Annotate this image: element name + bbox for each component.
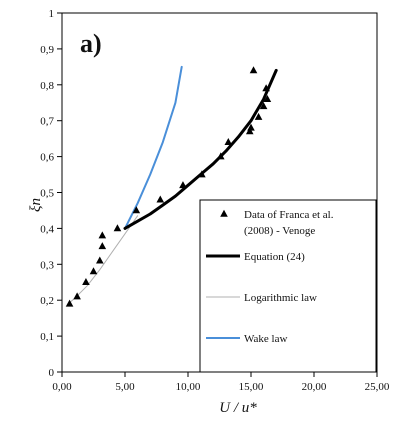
y-tick-label: 0,4 <box>40 223 54 235</box>
x-tick-label: 20,00 <box>302 381 327 393</box>
data-point <box>98 231 107 239</box>
legend-label: Data of Franca et al. <box>244 209 334 221</box>
data-point <box>98 242 107 250</box>
y-tick-label: 0,9 <box>40 44 54 56</box>
data-point <box>89 267 98 275</box>
data-point <box>179 181 187 189</box>
y-tick-label: 1 <box>49 8 55 20</box>
legend-label: Equation (24) <box>244 251 305 263</box>
data-point <box>247 123 255 131</box>
series-line-3 <box>124 65 183 230</box>
y-tick-label: 0,7 <box>40 116 54 128</box>
y-axis-title: ξn <box>28 198 44 212</box>
y-tick-label: 0,6 <box>40 152 54 164</box>
data-point <box>65 299 74 307</box>
x-tick-label: 15,00 <box>239 381 264 393</box>
legend-box <box>199 199 377 373</box>
data-point <box>262 84 270 92</box>
y-tick-label: 0,3 <box>40 259 54 271</box>
y-tick-label: 0 <box>49 367 55 379</box>
data-point <box>216 152 225 160</box>
data-point <box>254 112 263 120</box>
legend-marker <box>220 209 228 217</box>
data-point <box>132 206 141 214</box>
legend-label: Logarithmic law <box>244 292 317 304</box>
y-tick-label: 0,8 <box>40 80 54 92</box>
data-point <box>263 94 272 102</box>
y-tick-label: 0,5 <box>40 188 54 200</box>
x-tick-label: 0,00 <box>52 381 72 393</box>
legend-label: Wake law <box>244 333 287 345</box>
legend-label: (2008) - Venoge <box>244 225 315 237</box>
data-point <box>73 292 81 300</box>
data-point <box>113 224 122 232</box>
y-axis: 0 0,1 0,2 0,3 0,4 0,5 0,6 0,7 0,8 0,9 1 <box>40 8 62 379</box>
series-layer <box>65 65 278 307</box>
data-point <box>245 127 254 135</box>
data-point <box>156 195 165 203</box>
data-point <box>259 102 268 110</box>
data-point <box>82 278 90 286</box>
panel-label: a) <box>80 29 102 58</box>
data-point <box>198 170 206 178</box>
x-axis-title: U / u* <box>219 400 257 416</box>
x-tick-label: 5,00 <box>115 381 135 393</box>
data-point <box>96 256 104 264</box>
y-tick-label: 0,1 <box>40 331 54 343</box>
y-tick-label: 0,2 <box>40 295 54 307</box>
x-axis: 0,00 5,00 10,00 15,00 20,00 25,00 <box>52 372 390 393</box>
x-tick-label: 10,00 <box>176 381 201 393</box>
data-point <box>224 138 233 146</box>
x-tick-label: 25,00 <box>365 381 390 393</box>
data-point <box>249 66 258 74</box>
legend: Data of Franca et al. (2008) - Venoge Equa… <box>199 199 377 373</box>
